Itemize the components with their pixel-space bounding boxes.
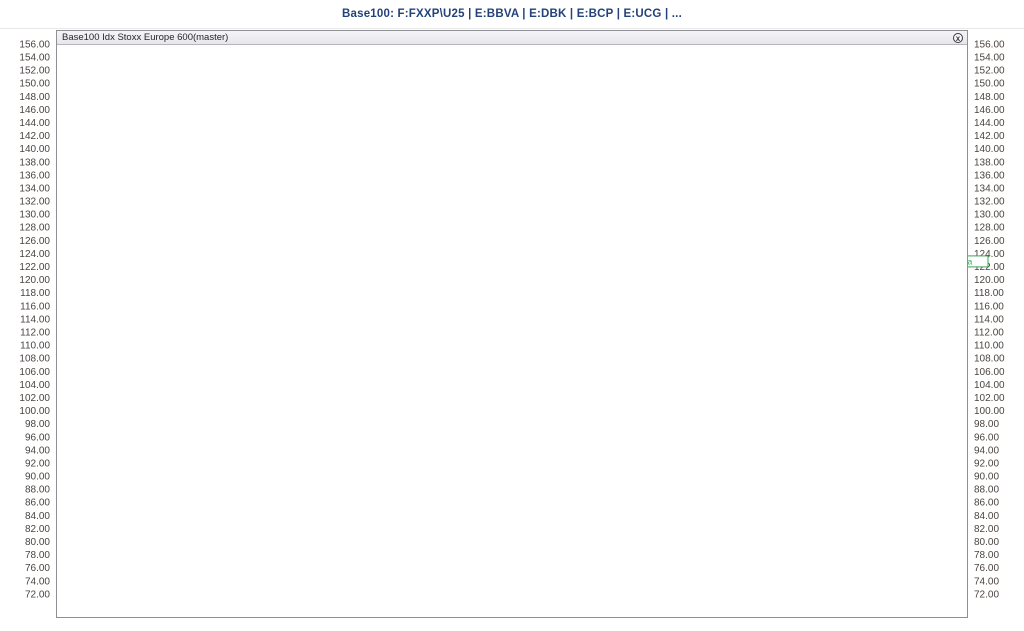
- y-axis-label-right: 154.00: [974, 53, 1005, 64]
- y-axis-label-right: 110.00: [974, 341, 1004, 352]
- y-axis-label-right: 156.00: [974, 39, 1005, 50]
- y-axis-label-right: 118.00: [974, 288, 1004, 299]
- y-axis-label-right: 140.00: [974, 144, 1005, 155]
- y-axis-label-left: 80.00: [25, 537, 50, 548]
- y-axis-label-right: 92.00: [974, 458, 999, 469]
- y-axis-label-right: 136.00: [974, 170, 1005, 181]
- y-axis-label-left: 108.00: [19, 354, 50, 365]
- y-axis-label-right: 100.00: [974, 406, 1005, 417]
- y-axis-label-left: 140.00: [19, 144, 50, 155]
- y-axis-label-right: 102.00: [974, 393, 1005, 404]
- y-axis-label-right: 152.00: [974, 66, 1005, 77]
- y-axis-label-right: 104.00: [974, 380, 1005, 391]
- y-axis-label-left: 82.00: [25, 524, 50, 535]
- y-axis-label-left: 102.00: [19, 393, 50, 404]
- y-axis-label-right: 78.00: [974, 550, 999, 561]
- y-axis-label-left: 126.00: [19, 236, 50, 247]
- y-axis-label-right: 108.00: [974, 354, 1005, 365]
- window-title: Base100: F:FXXP\U25 | E:BBVA | E:DBK | E…: [0, 0, 1024, 29]
- y-axis-label-right: 132.00: [974, 197, 1005, 208]
- y-axis-label-right: 74.00: [974, 576, 999, 587]
- y-axis-label-right: 150.00: [974, 79, 1005, 90]
- y-axis-label-right: 112.00: [974, 328, 1004, 339]
- y-axis-label-left: 90.00: [25, 472, 50, 483]
- y-axis-label-right: 138.00: [974, 157, 1005, 168]
- y-axis-label-right: 146.00: [974, 105, 1005, 116]
- y-axis-label-left: 128.00: [19, 223, 50, 234]
- y-axis-label-left: 154.00: [19, 53, 50, 64]
- y-axis-label-left: 114.00: [20, 314, 50, 325]
- y-axis-label-right: 120.00: [974, 275, 1005, 286]
- y-axis-label-left: 116.00: [20, 301, 50, 312]
- y-axis-label-left: 130.00: [19, 210, 50, 221]
- y-axis-label-right: 88.00: [974, 485, 999, 496]
- y-axis-label-left: 150.00: [19, 79, 50, 90]
- y-axis-label-left: 100.00: [19, 406, 50, 417]
- y-axis-label-right: 130.00: [974, 210, 1005, 221]
- y-axis-label-left: 76.00: [25, 563, 50, 574]
- chart-title: Base100 Idx Stoxx Europe 600(master): [62, 32, 229, 43]
- y-axis-label-left: 148.00: [19, 92, 50, 103]
- y-axis-label-left: 134.00: [19, 183, 50, 194]
- y-axis-label-right: 82.00: [974, 524, 999, 535]
- y-axis-label-left: 124.00: [19, 249, 50, 260]
- y-axis-label-left: 142.00: [19, 131, 50, 142]
- y-axis-label-left: 120.00: [19, 275, 50, 286]
- y-axis-label-left: 110.00: [20, 341, 50, 352]
- y-axis-label-left: 96.00: [25, 432, 50, 443]
- chart-header-bar[interactable]: Base100 Idx Stoxx Europe 600(master) x: [57, 31, 967, 45]
- y-axis-label-left: 88.00: [25, 485, 50, 496]
- y-axis-label-right: 144.00: [974, 118, 1005, 129]
- y-axis-label-right: 122.00: [974, 262, 1005, 273]
- y-axis-label-left: 106.00: [19, 367, 50, 378]
- y-axis-label-right: 142.00: [974, 131, 1005, 142]
- y-axis-label-left: 112.00: [20, 328, 50, 339]
- y-axis-label-right: 94.00: [974, 445, 999, 456]
- y-axis-label-left: 152.00: [19, 66, 50, 77]
- y-axis-label-right: 86.00: [974, 498, 999, 509]
- y-axis-label-left: 122.00: [19, 262, 50, 273]
- y-axis-label-left: 74.00: [25, 576, 50, 587]
- y-axis-label-left: 94.00: [25, 445, 50, 456]
- y-axis-label-left: 84.00: [25, 511, 50, 522]
- y-axis-label-right: 98.00: [974, 419, 999, 430]
- y-axis-label-right: 114.00: [974, 314, 1004, 325]
- y-axis-label-right: 126.00: [974, 236, 1005, 247]
- y-axis-label-right: 106.00: [974, 367, 1005, 378]
- close-icon[interactable]: x: [953, 32, 963, 43]
- y-axis-label-right: 96.00: [974, 432, 999, 443]
- y-axis-label-left: 136.00: [19, 170, 50, 181]
- y-axis-label-left: 104.00: [19, 380, 50, 391]
- chart-panel: Base100 Idx Stoxx Europe 600(master) x: [56, 30, 968, 618]
- y-axis-label-left: 156.00: [19, 39, 50, 50]
- y-axis-label-right: 84.00: [974, 511, 999, 522]
- y-axis-label-right: 148.00: [974, 92, 1005, 103]
- y-axis-label-left: 78.00: [25, 550, 50, 561]
- y-axis-label-right: 124.00: [974, 249, 1005, 260]
- y-axis-label-right: 76.00: [974, 563, 999, 574]
- y-axis-label-right: 116.00: [974, 301, 1004, 312]
- y-axis-label-right: 72.00: [974, 589, 999, 600]
- y-axis-label-left: 72.00: [25, 589, 50, 600]
- y-axis-label-left: 92.00: [25, 458, 50, 469]
- y-axis-label-left: 118.00: [20, 288, 50, 299]
- y-axis-label-right: 80.00: [974, 537, 999, 548]
- y-axis-label-right: 134.00: [974, 183, 1005, 194]
- y-axis-label-right: 128.00: [974, 223, 1005, 234]
- y-axis-label-left: 146.00: [19, 105, 50, 116]
- y-axis-label-right: 90.00: [974, 472, 999, 483]
- y-axis-label-left: 144.00: [19, 118, 50, 129]
- y-axis-label-left: 86.00: [25, 498, 50, 509]
- y-axis-label-left: 138.00: [19, 157, 50, 168]
- y-axis-label-left: 132.00: [19, 197, 50, 208]
- y-axis-label-left: 98.00: [25, 419, 50, 430]
